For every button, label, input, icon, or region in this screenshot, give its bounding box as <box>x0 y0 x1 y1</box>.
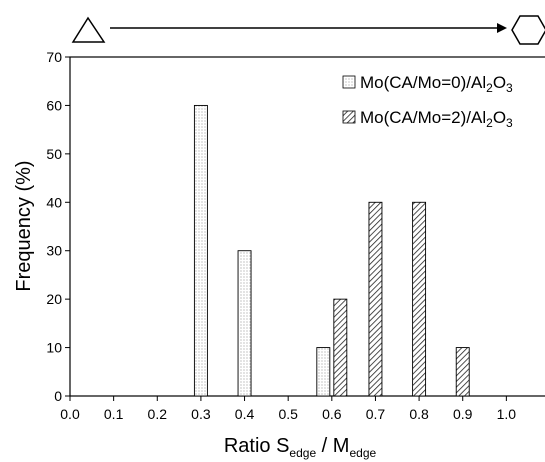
x-axis-title: Ratio Sedge / Medge <box>224 435 377 460</box>
arrow-head <box>497 23 507 33</box>
x-tick-label: 0.7 <box>366 406 386 422</box>
x-tick-label: 0.1 <box>104 406 124 422</box>
y-tick-label: 70 <box>46 49 62 65</box>
legend-label-series-1: Mo(CA/Mo=0)/Al2O3 <box>360 73 513 95</box>
shape-indicator <box>71 15 545 45</box>
y-tick-label: 20 <box>46 291 62 307</box>
x-tick-label: 0.4 <box>235 406 255 422</box>
hexagon-icon <box>511 15 545 45</box>
y-axis-title: Frequency (%) <box>13 160 35 291</box>
bar-series-2 <box>455 347 470 397</box>
bar-series-1 <box>316 347 331 397</box>
legend-label-series-2-main: Mo(CA/Mo=2)/Al <box>360 108 486 127</box>
legend-swatch-series-1 <box>342 75 356 89</box>
legend-label-series-2: Mo(CA/Mo=2)/Al2O3 <box>360 108 513 130</box>
legend-swatch-series-2 <box>342 110 356 124</box>
x-tick-label: 0.5 <box>278 406 298 422</box>
x-axis-title-sep: / M <box>316 435 349 457</box>
bar-series-2 <box>368 201 383 397</box>
x-tick-label: 0.9 <box>453 406 473 422</box>
bar-series-1 <box>237 250 252 397</box>
x-tick-label: 0.2 <box>148 406 168 422</box>
x-tick-label: 0.6 <box>322 406 342 422</box>
legend: Mo(CA/Mo=0)/Al2O3 Mo(CA/Mo=2)/Al2O3 <box>342 73 513 130</box>
x-tick-label: 0.8 <box>409 406 429 422</box>
legend-label-series-1-tail: O <box>493 73 506 92</box>
x-tick-label: 0.3 <box>191 406 211 422</box>
legend-label-series-2-sub: 2 <box>486 116 493 130</box>
bar-series-1 <box>193 104 208 397</box>
y-tick-label: 0 <box>54 388 62 404</box>
triangle-icon <box>71 16 106 43</box>
x-axis: 0.0 0.1 0.2 0.3 0.4 0.5 0.6 0.7 0.8 0.9 1.0 <box>60 396 516 422</box>
bar-series-2 <box>333 298 348 397</box>
legend-label-series-1-sub2: 3 <box>506 81 513 95</box>
bars-group <box>193 104 470 397</box>
y-tick-label: 10 <box>46 340 62 356</box>
x-axis-title-main: Ratio S <box>224 435 290 457</box>
x-axis-title-sub2: edge <box>349 446 376 460</box>
y-tick-label: 50 <box>46 146 62 162</box>
y-axis: 0 10 20 30 40 50 60 70 <box>46 49 70 404</box>
x-tick-label: 0.0 <box>60 406 80 422</box>
y-tick-label: 60 <box>46 97 62 113</box>
legend-label-series-2-tail: O <box>493 108 506 127</box>
x-axis-title-sub1: edge <box>289 446 316 460</box>
y-tick-label: 30 <box>46 243 62 259</box>
legend-label-series-2-sub2: 3 <box>506 116 513 130</box>
legend-label-series-1-sub: 2 <box>486 81 493 95</box>
bar-series-2 <box>412 201 427 397</box>
plot-area <box>69 56 545 397</box>
legend-label-series-1-main: Mo(CA/Mo=0)/Al <box>360 73 486 92</box>
x-tick-label: 1.0 <box>497 406 517 422</box>
y-tick-label: 40 <box>46 194 62 210</box>
